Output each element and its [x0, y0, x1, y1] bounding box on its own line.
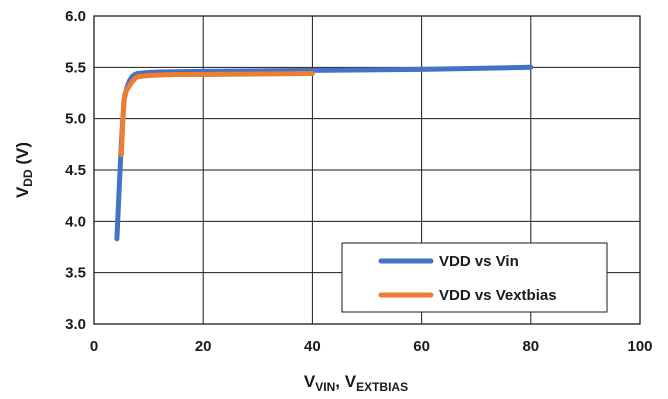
y-tick-label: 3.0 — [65, 316, 86, 333]
legend-box — [341, 242, 608, 313]
y-axis-title: VDD (V) — [13, 142, 35, 198]
y-tick-label: 6.0 — [65, 8, 86, 25]
series-line-vdd-vs-vextbias — [118, 71, 315, 158]
legend-label-vdd-vs-vin: VDD vs Vin — [439, 253, 519, 270]
x-axis-title: VVIN, VEXTBIAS — [304, 372, 408, 394]
legend: VDD vs Vin VDD vs Vextbias — [341, 242, 608, 313]
x-tick-label: 0 — [90, 338, 98, 355]
y-axis-title-unit: (V) — [13, 142, 32, 169]
x-tick-label: 80 — [522, 338, 539, 355]
x-axis-title-main: V — [304, 372, 316, 391]
y-axis-title-sub: DD — [21, 169, 35, 187]
y-tick-label: 5.0 — [65, 111, 86, 128]
y-tick-label: 3.5 — [65, 265, 86, 282]
x-axis-title-sub1: VIN — [315, 380, 335, 394]
series-line-vdd-vs-vin — [114, 64, 534, 242]
legend-label-vdd-vs-vextbias: VDD vs Vextbias — [439, 287, 557, 304]
series-lines — [114, 64, 534, 242]
x-tick-label: 20 — [195, 338, 212, 355]
y-axis-title-main: V — [13, 186, 32, 198]
y-tick-label: 4.0 — [65, 213, 86, 230]
x-tick-label: 40 — [304, 338, 321, 355]
y-tick-label: 4.5 — [65, 162, 86, 179]
x-axis-title-sep: , V — [335, 372, 356, 391]
x-tick-label: 60 — [413, 338, 430, 355]
tick-labels: 3.0 3.5 4.0 4.5 5.0 5.5 6.0 0 20 40 60 80 100 — [65, 8, 652, 355]
x-tick-label: 100 — [627, 338, 652, 355]
plot-frame — [93, 15, 641, 325]
y-tick-label: 5.5 — [65, 59, 86, 76]
x-axis-title-sub2: EXTBIAS — [356, 380, 408, 394]
